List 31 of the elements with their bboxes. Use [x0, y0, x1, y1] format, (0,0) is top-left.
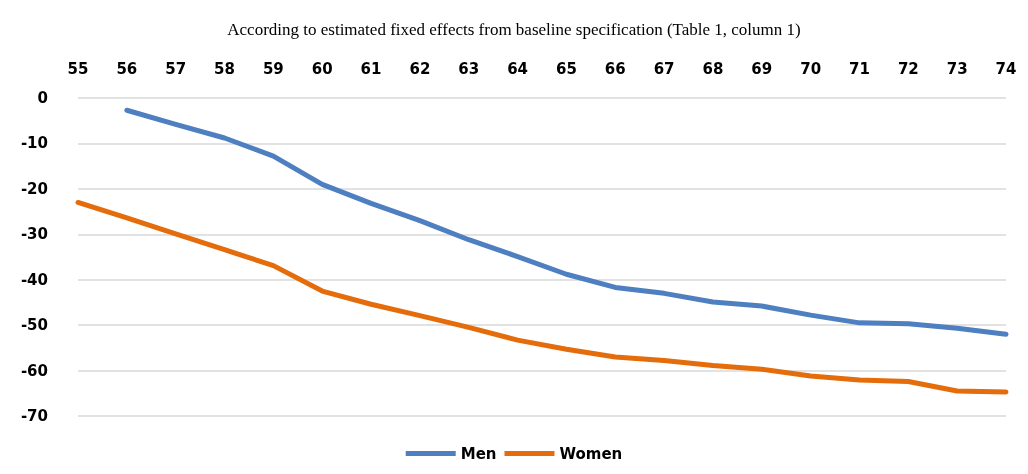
x-tick-label: 73 — [946, 59, 968, 78]
x-tick-label: 58 — [214, 59, 235, 78]
y-tick-label: -10 — [20, 134, 48, 153]
x-tick-label: 70 — [800, 59, 822, 78]
x-tick-label: 66 — [604, 59, 626, 78]
y-tick-label: -30 — [20, 225, 48, 244]
x-tick-label: 64 — [507, 59, 529, 78]
y-tick-label: -40 — [20, 270, 48, 289]
x-tick-label: 71 — [849, 59, 870, 78]
x-tick-label: 61 — [360, 59, 382, 78]
x-tick-label: 59 — [262, 59, 284, 78]
x-tick-label: 55 — [67, 59, 89, 78]
x-tick-label: 69 — [751, 59, 773, 78]
x-tick-label: 62 — [409, 59, 431, 78]
y-tick-label: -70 — [20, 407, 48, 425]
x-tick-label: 56 — [116, 59, 138, 78]
legend-label: Women — [559, 444, 623, 463]
y-tick-label: -20 — [20, 179, 48, 198]
x-tick-label: 74 — [995, 59, 1017, 78]
y-tick-label: 0 — [37, 89, 48, 107]
x-tick-label: 68 — [702, 59, 724, 78]
legend-label: Men — [460, 444, 497, 463]
x-tick-label: 63 — [458, 59, 480, 78]
x-tick-label: 67 — [653, 59, 675, 78]
x-tick-label: 72 — [897, 59, 919, 78]
x-tick-label: 65 — [555, 59, 577, 78]
y-tick-label: -60 — [20, 361, 48, 380]
y-tick-label: -50 — [20, 316, 48, 335]
x-tick-label: 57 — [165, 59, 187, 78]
chart-title: According to estimated fixed effects from baseline specification (Table 1, column 1) — [227, 20, 801, 39]
x-tick-label: 60 — [311, 59, 333, 78]
